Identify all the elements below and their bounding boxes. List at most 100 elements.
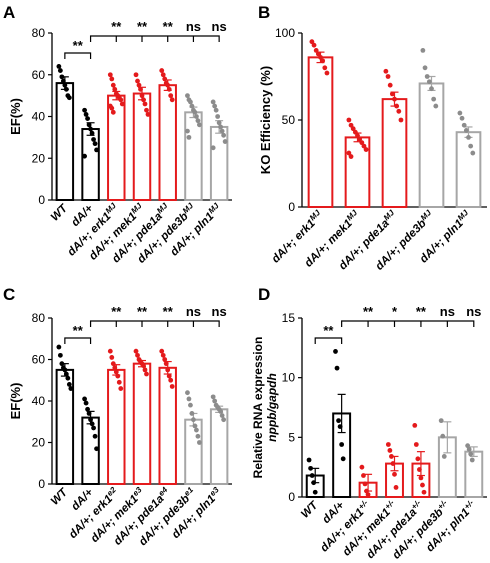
data-point (312, 489, 318, 495)
data-point (387, 448, 393, 453)
data-point (60, 78, 66, 84)
data-point (385, 74, 391, 79)
data-point (118, 97, 124, 103)
data-point (392, 471, 397, 477)
data-point (165, 367, 171, 373)
data-point (142, 367, 148, 373)
data-point (415, 456, 421, 462)
data-point (160, 72, 166, 78)
data-point (470, 150, 476, 156)
data-point (110, 361, 116, 367)
data-point (393, 485, 399, 490)
data-point (361, 143, 367, 149)
data-point (413, 442, 419, 447)
data-point (383, 68, 389, 74)
data-point (162, 76, 168, 82)
data-point (361, 473, 366, 478)
data-point (135, 352, 140, 358)
data-point (322, 65, 328, 71)
bar (132, 362, 152, 485)
data-point (110, 109, 116, 115)
data-point (412, 423, 418, 428)
data-point (359, 464, 365, 470)
significance-bracket (64, 52, 92, 59)
bar (381, 98, 408, 208)
data-point (346, 150, 352, 156)
data-point (118, 386, 124, 391)
significance-label: ** (73, 38, 84, 53)
bar (455, 131, 482, 208)
data-point (431, 96, 437, 102)
data-point (94, 446, 99, 452)
data-point (57, 68, 63, 73)
data-point (169, 97, 175, 103)
y-tick-label: 80 (32, 311, 46, 325)
bar (307, 56, 334, 208)
data-point (166, 373, 172, 379)
data-point (83, 400, 89, 406)
data-point (144, 371, 149, 377)
data-point (422, 65, 428, 71)
data-point (385, 442, 391, 447)
y-tick-label: 60 (32, 353, 46, 367)
significance-bracket (89, 320, 220, 327)
data-point (68, 386, 74, 391)
data-point (92, 141, 98, 147)
y-axis-label: EF(%) (8, 383, 23, 420)
data-point (346, 117, 352, 123)
bar (209, 125, 229, 201)
data-point (82, 107, 87, 113)
data-point (216, 120, 222, 126)
data-point (336, 418, 341, 424)
data-point (107, 348, 113, 354)
data-point (109, 76, 115, 82)
data-point (56, 344, 62, 350)
significance-label: ns (186, 19, 201, 34)
data-point (165, 82, 171, 88)
data-point (433, 103, 439, 109)
data-point (86, 411, 92, 416)
data-point (362, 481, 368, 487)
data-point (421, 489, 427, 495)
data-point (313, 48, 319, 53)
data-point (424, 74, 430, 79)
significance-label: ** (323, 323, 334, 338)
data-point (197, 440, 202, 445)
data-point (348, 122, 354, 128)
data-point (416, 467, 422, 472)
data-point (116, 379, 122, 385)
data-point (215, 114, 221, 119)
y-axis-label: KO Efficiency (%) (258, 66, 273, 174)
data-point (91, 137, 96, 142)
y-tick-label: 0 (38, 477, 45, 491)
data-point (109, 355, 115, 360)
data-point (160, 352, 166, 358)
data-point (186, 396, 192, 402)
bar (158, 84, 177, 201)
x-tick-label: WT (49, 202, 71, 224)
data-point (88, 417, 93, 423)
data-point (110, 82, 116, 88)
data-point (320, 58, 326, 64)
x-tick-label: WT (299, 499, 321, 521)
significance-bracket (64, 337, 92, 344)
data-point (169, 384, 175, 389)
data-point (468, 451, 474, 457)
data-point (139, 93, 145, 99)
bar (55, 82, 75, 201)
data-point (465, 443, 471, 449)
data-point (168, 93, 174, 99)
data-point (219, 413, 225, 418)
significance-label: ** (111, 19, 122, 34)
data-point (59, 361, 65, 367)
y-tick-label: 20 (32, 436, 46, 450)
data-point (145, 112, 151, 117)
y-tick-label: 0 (288, 490, 295, 504)
data-point (466, 446, 472, 452)
significance-label: ** (416, 304, 427, 319)
x-tick-label-base: WT (299, 499, 321, 521)
data-point (194, 114, 199, 119)
chart-panel-d: 0 5 10 15 Relative RNA expression nppb/gapdh W… (251, 304, 487, 562)
data-point (66, 382, 72, 387)
